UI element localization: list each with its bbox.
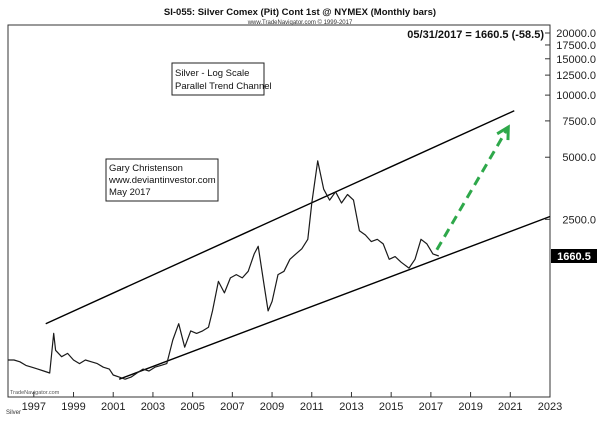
last-value-box [551,249,597,263]
x-tick-label: 2003 [141,401,165,413]
price-series [8,160,440,380]
annotation-line: Parallel Trend Channel [175,81,272,92]
x-tick-label: 2005 [180,401,204,413]
price-line [8,160,440,380]
channel-line-upper [45,110,515,325]
annotation-line: www.deviantinvestor.com [108,175,216,186]
chart-copyright: www.TradeNavigator.com © 1999-2017 [247,19,353,26]
x-tick-label: 2001 [101,401,125,413]
plot-frame [7,24,551,398]
x-tick-label: 2015 [379,401,403,413]
projection-arrow-shaft [435,126,510,251]
annotation-line: Silver - Log Scale [175,68,249,79]
x-axis: 1997 1999 2001 2003 2005 2007 2009 2011 2013 2015… [22,392,562,413]
y-tick-label: 5000.0 [562,152,596,164]
symbol-label: Silver [6,410,21,416]
trend-channel [45,110,551,380]
watermark: TradeNavigator.com [10,390,60,396]
annotation-line: Gary Christenson [109,163,183,174]
annotation-box-scale: Silver - Log Scale Parallel Trend Channe… [171,62,272,96]
y-tick-label: 10000.0 [556,90,596,102]
x-tick-label: 2021 [498,401,522,413]
y-tick-label: 7500.0 [562,116,596,128]
y-tick-label: 15000.0 [556,54,596,66]
projection [435,124,510,251]
x-tick-label: 2009 [260,401,284,413]
y-tick-label: 2500.0 [562,214,596,226]
channel-line-lower [118,215,551,380]
chart-title: SI-055: Silver Comex (Pit) Cont 1st @ NY… [164,7,436,18]
x-tick-label: 2017 [419,401,443,413]
last-value-text: 1660.5 [557,251,591,263]
last-value-marker: 1660.5 [551,249,597,263]
x-tick-label: 2023 [538,401,562,413]
last-quote-label: 05/31/2017 = 1660.5 (-58.5) [407,29,544,41]
x-tick-label: 2019 [458,401,482,413]
x-tick-label: 2007 [220,401,244,413]
x-tick-label: 2013 [339,401,363,413]
y-tick-label: 12500.0 [556,70,596,82]
projection-arrow-head [496,124,510,141]
y-tick-label: 20000.0 [556,28,596,40]
annotation-line: May 2017 [109,187,151,198]
y-tick-label: 17500.0 [556,40,596,52]
x-tick-label: 2011 [300,401,324,413]
x-tick-label: 1997 [22,401,46,413]
x-tick-label: 1999 [61,401,85,413]
annotation-box-author: Gary Christenson www.deviantinvestor.com… [105,158,219,202]
